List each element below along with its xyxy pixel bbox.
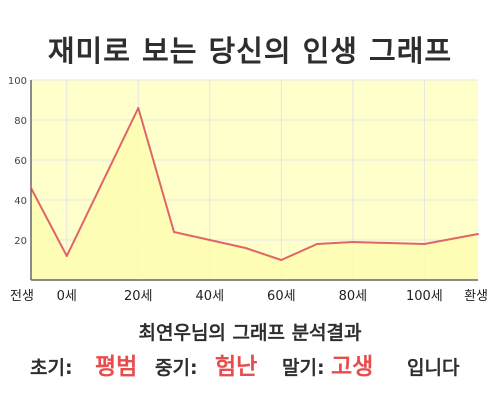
result-ending: 입니다 — [407, 357, 460, 379]
chart-title: 재미로 보는 당신의 인생 그래프 — [47, 34, 453, 68]
early-value: 평범 — [95, 354, 138, 380]
analysis-subtitle: 최연우님의 그래프 분석결과 — [138, 322, 362, 344]
late-label: 말기: — [282, 357, 325, 379]
early-label: 초기: — [30, 357, 73, 379]
y-tick-label: 100 — [8, 76, 27, 87]
data-point — [30, 187, 32, 189]
middle-value: 험난 — [215, 354, 258, 380]
late-value: 고생 — [331, 354, 374, 380]
x-tick-label: 전생 — [10, 289, 34, 304]
analysis-result: 초기: 평범 중기: 험난 말기: 고생 입니다 — [0, 345, 500, 380]
x-tick-label: 60세 — [267, 289, 296, 304]
x-tick-labels: 전생 0세 20세 40세 60세 80세 100세 환생 — [10, 289, 488, 304]
data-point — [351, 241, 354, 243]
x-tick-label: 0세 — [57, 289, 77, 304]
y-tick-label: 80 — [14, 116, 27, 127]
life-graph-chart: 20 40 60 80 100 전생 0세 20세 40세 60세 80세 100세 환생 — [8, 76, 488, 304]
data-point — [423, 243, 426, 245]
middle-label: 중기: — [155, 357, 198, 379]
x-tick-label: 20세 — [124, 289, 153, 304]
data-point — [65, 255, 68, 257]
y-tick-label: 60 — [14, 156, 27, 167]
x-tick-label: 100세 — [406, 289, 443, 304]
axes — [30, 80, 478, 281]
y-tick-labels: 20 40 60 80 100 — [8, 76, 27, 247]
data-point — [208, 239, 211, 241]
area-fill — [31, 108, 478, 280]
x-tick-label: 80세 — [339, 289, 368, 304]
data-point — [280, 259, 283, 261]
data-point — [477, 233, 479, 235]
data-point — [137, 107, 140, 109]
data-points — [30, 107, 479, 261]
series-line — [30, 107, 479, 261]
y-tick-label: 20 — [14, 236, 27, 247]
data-point — [316, 243, 319, 245]
x-tick-label: 40세 — [196, 289, 225, 304]
data-point — [387, 242, 390, 244]
data-point — [244, 247, 247, 249]
x-tick-label: 환생 — [464, 289, 488, 304]
data-point — [173, 231, 176, 233]
y-tick-label: 40 — [14, 196, 27, 207]
